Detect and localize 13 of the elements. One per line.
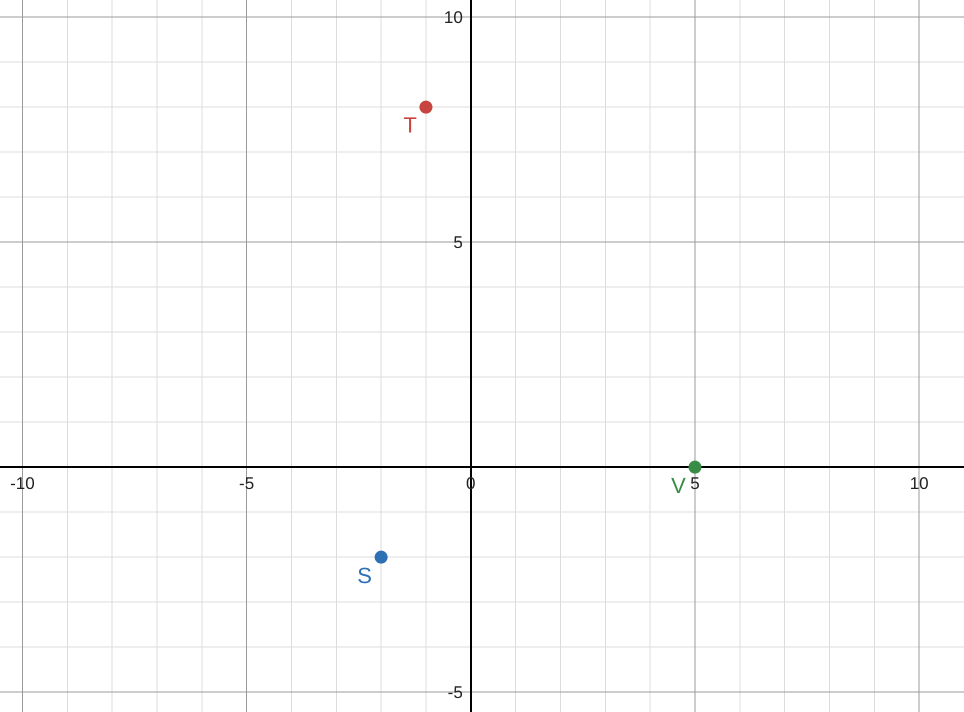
series-label: S xyxy=(357,562,372,588)
point xyxy=(419,100,432,114)
x-tick-label: 10 xyxy=(910,474,929,494)
x-tick-label: -10 xyxy=(10,474,35,494)
series-label: V xyxy=(671,472,686,498)
y-tick-label: -5 xyxy=(448,683,463,702)
point xyxy=(374,550,388,564)
x-tick-label: 5 xyxy=(690,474,700,494)
y-tick-label: 10 xyxy=(444,8,463,28)
y-tick-label: 5 xyxy=(453,233,463,252)
x-tick-label: -5 xyxy=(239,474,254,494)
point xyxy=(688,460,702,474)
series-label: T xyxy=(403,112,417,138)
